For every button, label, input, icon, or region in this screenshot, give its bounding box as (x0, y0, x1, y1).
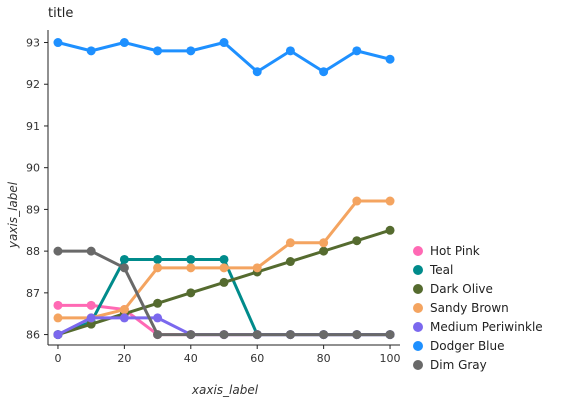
legend-marker-dodger-blue (413, 341, 423, 351)
legend-label-dim-gray: Dim Gray (430, 358, 487, 372)
legend-marker-medium-periwinkle (413, 322, 423, 332)
x-tick-label: 0 (54, 352, 61, 365)
y-axis-title: yaxis_label (6, 181, 20, 249)
data-point-dodger-blue (352, 46, 362, 56)
data-point-medium-periwinkle (86, 313, 96, 323)
legend-marker-dim-gray (413, 360, 423, 370)
data-point-dim-gray (319, 330, 329, 340)
axes: xaxis_label yaxis_label 0 20 40 60 80 100 86 87… (6, 30, 401, 397)
legend-item-dark-olive: Dark Olive (413, 282, 493, 296)
data-point-medium-periwinkle (153, 313, 163, 323)
data-point-dodger-blue (385, 54, 395, 64)
y-tick-label: 93 (26, 37, 40, 50)
data-point-sandy-brown (352, 196, 362, 206)
legend-marker-sandy-brown (413, 303, 423, 313)
x-axis-title: xaxis_label (191, 383, 259, 397)
data-point-dim-gray (219, 330, 229, 340)
data-point-sandy-brown (285, 238, 295, 248)
data-point-dim-gray (252, 330, 262, 340)
y-tick-label: 89 (26, 203, 40, 216)
series-dim-gray (53, 246, 395, 340)
data-point-dodger-blue (86, 46, 96, 56)
data-point-dark-olive (219, 277, 229, 287)
y-tick-label: 90 (26, 162, 40, 175)
legend-label-teal: Teal (429, 263, 453, 277)
y-tick-label: 86 (26, 329, 40, 342)
data-point-dodger-blue (252, 67, 262, 77)
legend-label-hot-pink: Hot Pink (430, 244, 480, 258)
data-point-medium-periwinkle (53, 330, 63, 340)
data-point-medium-periwinkle (119, 313, 129, 323)
data-point-dim-gray (119, 263, 129, 273)
data-point-dark-olive (285, 257, 295, 267)
data-point-hot-pink (86, 300, 96, 310)
legend-label-dark-olive: Dark Olive (430, 282, 493, 296)
data-point-dim-gray (86, 246, 96, 256)
data-point-sandy-brown (385, 196, 395, 206)
data-point-dark-olive (319, 246, 329, 256)
data-point-sandy-brown (252, 263, 262, 273)
data-point-dodger-blue (186, 46, 196, 56)
data-point-dim-gray (186, 330, 196, 340)
data-point-dodger-blue (153, 46, 163, 56)
legend-marker-dark-olive (413, 284, 423, 294)
series-dark-olive (53, 225, 395, 340)
x-tick-label: 60 (250, 352, 264, 365)
data-point-sandy-brown (153, 263, 163, 273)
data-point-dodger-blue (319, 67, 329, 77)
y-tick-label: 91 (26, 120, 40, 133)
data-point-dodger-blue (53, 38, 63, 48)
y-tick-label: 87 (26, 287, 40, 300)
legend-item-teal: Teal (413, 263, 453, 277)
data-point-sandy-brown (119, 305, 129, 315)
data-point-dark-olive (352, 236, 362, 246)
legend-item-dim-gray: Dim Gray (413, 358, 487, 372)
data-point-dim-gray (53, 246, 63, 256)
legend: Hot Pink Teal Dark Olive Sandy Brown Medium … (413, 244, 543, 372)
data-point-teal (153, 254, 163, 264)
data-point-dim-gray (385, 330, 395, 340)
y-tick-label: 92 (26, 78, 40, 91)
legend-marker-teal (413, 265, 423, 275)
x-tick-label: 40 (184, 352, 198, 365)
data-point-sandy-brown (319, 238, 329, 248)
x-tick-label: 20 (117, 352, 131, 365)
legend-label-medium-periwinkle: Medium Periwinkle (430, 320, 543, 334)
data-point-dodger-blue (285, 46, 295, 56)
data-point-sandy-brown (219, 263, 229, 273)
data-point-teal (186, 254, 196, 264)
legend-item-dodger-blue: Dodger Blue (413, 339, 505, 353)
data-point-dodger-blue (219, 38, 229, 48)
data-point-sandy-brown (186, 263, 196, 273)
chart-title: title (48, 6, 73, 21)
data-point-teal (219, 254, 229, 264)
data-point-teal (119, 254, 129, 264)
x-tick-label: 100 (380, 352, 401, 365)
data-point-dark-olive (385, 225, 395, 235)
data-point-sandy-brown (53, 313, 63, 323)
y-tick-label: 88 (26, 245, 40, 258)
legend-item-sandy-brown: Sandy Brown (413, 301, 509, 315)
legend-label-dodger-blue: Dodger Blue (430, 339, 505, 353)
data-point-dark-olive (186, 288, 196, 298)
data-point-dark-olive (153, 298, 163, 308)
legend-item-hot-pink: Hot Pink (413, 244, 480, 258)
data-point-dim-gray (285, 330, 295, 340)
legend-marker-hot-pink (413, 246, 423, 256)
x-tick-label: 80 (317, 352, 331, 365)
plot-area (53, 38, 395, 340)
legend-label-sandy-brown: Sandy Brown (430, 301, 509, 315)
data-point-dim-gray (352, 330, 362, 340)
data-point-dodger-blue (119, 38, 129, 48)
legend-item-medium-periwinkle: Medium Periwinkle (413, 320, 543, 334)
data-point-dark-olive (86, 319, 96, 329)
series-dodger-blue (53, 38, 395, 77)
data-point-dim-gray (153, 330, 163, 340)
data-point-hot-pink (53, 300, 63, 310)
